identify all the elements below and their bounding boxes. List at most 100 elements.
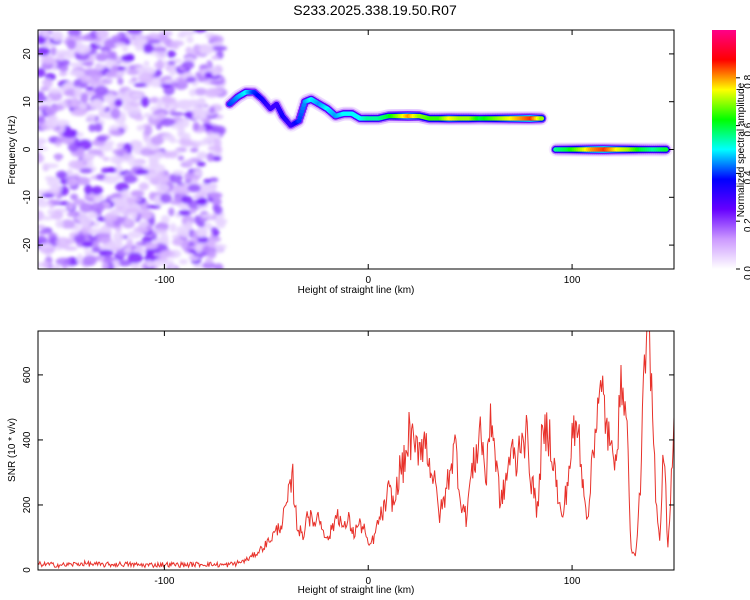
heatmap-noise-cell bbox=[118, 36, 130, 43]
colorbar-label: Normalized spectral amplitude bbox=[736, 82, 747, 217]
heatmap-noise-cell bbox=[193, 87, 208, 96]
heatmap-noise-cell bbox=[54, 138, 65, 144]
heatmap-noise-cell bbox=[176, 99, 193, 105]
spectrogram-y-tick-label: 0 bbox=[22, 146, 33, 152]
heatmap-noise-cell bbox=[130, 77, 138, 82]
heatmap-noise-cell bbox=[143, 43, 154, 54]
heatmap-noise-cell bbox=[114, 98, 124, 107]
heatmap-noise-cell bbox=[38, 235, 48, 246]
heatmap-noise-cell bbox=[173, 184, 190, 194]
heatmap-noise-cell bbox=[177, 155, 185, 161]
heatmap-noise-cell bbox=[117, 77, 124, 86]
heatmap-ridge-cell bbox=[663, 147, 669, 152]
heatmap-noise-cell bbox=[84, 249, 95, 256]
heatmap-noise-cell bbox=[141, 236, 153, 243]
colorbar: 0.0 0.2 0.4 0.6 0.8 Normalized spectral ampl… bbox=[712, 30, 750, 280]
heatmap-noise-cell bbox=[192, 105, 203, 116]
heatmap-noise-cell bbox=[47, 209, 55, 216]
heatmap-noise-cell bbox=[112, 231, 124, 243]
heatmap-noise-cell bbox=[148, 216, 156, 226]
heatmap-noise-cell bbox=[127, 231, 143, 239]
heatmap-noise-cell bbox=[194, 140, 209, 146]
heatmap-noise-cell bbox=[107, 50, 115, 61]
heatmap-noise-cell bbox=[163, 97, 177, 104]
heatmap-noise-cell bbox=[50, 184, 63, 193]
heatmap-noise-cell bbox=[101, 261, 109, 269]
heatmap-noise-cell bbox=[76, 132, 84, 138]
heatmap-noise-cell bbox=[169, 111, 185, 117]
heatmap-noise-cell bbox=[136, 66, 148, 74]
heatmap-noise-cell bbox=[177, 32, 187, 39]
heatmap-noise-cell bbox=[74, 39, 83, 51]
heatmap-noise-cell bbox=[127, 252, 144, 264]
heatmap-noise-cell bbox=[166, 50, 176, 58]
heatmap-noise-cell bbox=[207, 250, 217, 259]
heatmap-noise-region bbox=[38, 30, 228, 269]
heatmap-noise-cell bbox=[70, 97, 80, 109]
colorbar-fill bbox=[712, 30, 736, 269]
heatmap-noise-cell bbox=[188, 88, 197, 97]
heatmap-noise-cell bbox=[180, 229, 190, 238]
heatmap-noise-cell bbox=[187, 184, 201, 193]
heatmap-noise-cell bbox=[130, 190, 144, 197]
heatmap-noise-cell bbox=[66, 201, 75, 211]
heatmap-noise-cell bbox=[50, 47, 57, 56]
heatmap-noise-cell bbox=[81, 241, 94, 248]
heatmap-noise-cell bbox=[48, 87, 62, 94]
heatmap-noise-cell bbox=[167, 60, 176, 65]
heatmap-noise-cell bbox=[69, 62, 79, 68]
heatmap-noise-cell bbox=[138, 182, 150, 191]
heatmap-noise-cell bbox=[122, 103, 134, 111]
heatmap-noise-cell bbox=[207, 145, 223, 152]
heatmap-noise-cell bbox=[109, 129, 122, 136]
heatmap-noise-cell bbox=[77, 35, 93, 41]
heatmap-noise-cell bbox=[64, 246, 78, 251]
heatmap-noise-cell bbox=[171, 234, 180, 239]
heatmap-noise-cell bbox=[110, 154, 125, 165]
heatmap-noise-cell bbox=[38, 195, 44, 204]
heatmap-noise-cell bbox=[206, 152, 215, 162]
heatmap-noise-cell bbox=[125, 208, 142, 213]
colorbar-tick-label: 0.0 bbox=[743, 266, 750, 280]
heatmap-noise-cell bbox=[211, 125, 226, 136]
heatmap-noise-cell bbox=[111, 64, 119, 75]
heatmap-noise-cell bbox=[217, 83, 225, 90]
heatmap-noise-cell bbox=[55, 153, 62, 162]
snr-y-tick-label: 200 bbox=[22, 496, 33, 513]
heatmap-noise-cell bbox=[70, 109, 87, 117]
heatmap-noise-cell bbox=[103, 175, 119, 184]
heatmap-noise-cell bbox=[207, 238, 216, 249]
heatmap-noise-cell bbox=[185, 220, 192, 231]
colorbar-tick-label: 0.4 bbox=[743, 170, 750, 184]
snr-y-tick-label: 400 bbox=[22, 431, 33, 448]
heatmap-noise-cell bbox=[200, 184, 212, 193]
spectrogram-y-label: Frequency (Hz) bbox=[7, 116, 18, 185]
heatmap-noise-cell bbox=[70, 193, 79, 201]
heatmap-noise-cell bbox=[76, 253, 84, 264]
heatmap-noise-cell bbox=[79, 103, 88, 110]
heatmap-noise-cell bbox=[172, 170, 185, 176]
heatmap-noise-cell bbox=[112, 148, 128, 155]
snr-y-tick-label: 600 bbox=[22, 366, 33, 383]
heatmap-noise-cell bbox=[170, 81, 179, 88]
heatmap-noise-cell bbox=[171, 238, 184, 246]
heatmap-noise-cell bbox=[113, 42, 127, 47]
heatmap-noise-cell bbox=[148, 157, 160, 167]
heatmap-noise-cell bbox=[160, 215, 170, 224]
heatmap-noise-cell bbox=[211, 197, 222, 206]
heatmap-noise-cell bbox=[79, 217, 93, 227]
heatmap-noise-cell bbox=[66, 168, 74, 177]
heatmap-noise-cell bbox=[208, 191, 223, 199]
heatmap-noise-cell bbox=[55, 170, 68, 180]
snr-y-tick-label: 0 bbox=[22, 567, 33, 573]
heatmap-noise-cell bbox=[38, 114, 46, 125]
heatmap-noise-cell bbox=[58, 123, 66, 133]
heatmap-noise-cell bbox=[140, 96, 150, 108]
heatmap-noise-cell bbox=[179, 140, 194, 147]
heatmap-noise-cell bbox=[156, 222, 169, 230]
heatmap-noise-cell bbox=[151, 114, 160, 120]
chart-title: S233.2025.338.19.50.R07 bbox=[293, 2, 457, 18]
spectrogram-y-tick-label: -10 bbox=[22, 190, 33, 205]
heatmap-noise-cell bbox=[87, 211, 99, 219]
heatmap-noise-cell bbox=[110, 197, 125, 203]
